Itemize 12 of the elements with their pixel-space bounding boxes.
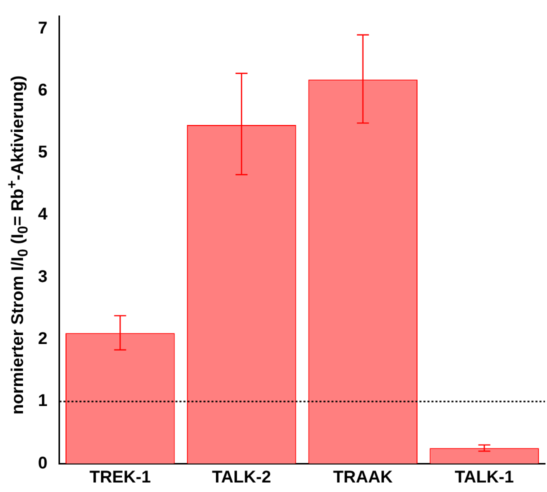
y-tick-label: 1 xyxy=(38,391,48,410)
x-tick-label: TREK-1 xyxy=(89,467,151,486)
y-tick-label: 3 xyxy=(38,266,48,286)
y-tick-label: 5 xyxy=(38,142,48,162)
y-tick-label: 2 xyxy=(38,329,48,348)
x-tick-label: TRAAK xyxy=(333,467,394,486)
x-tick-label: TALK-1 xyxy=(454,467,514,486)
y-tick-label: 4 xyxy=(38,204,48,224)
x-tick-label: TALK-2 xyxy=(212,467,272,486)
y-tick-label: 0 xyxy=(38,453,48,472)
y-tick-label: 7 xyxy=(38,18,48,38)
y-tick-label: 6 xyxy=(38,80,48,100)
